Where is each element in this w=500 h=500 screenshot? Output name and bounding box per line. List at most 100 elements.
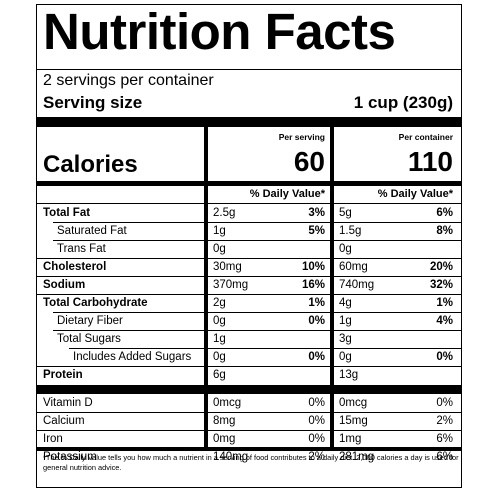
container-daily-value: 8%: [436, 225, 453, 237]
title-divider: [37, 69, 461, 70]
nutrient-row: Trans Fat 0g 0g: [37, 241, 461, 259]
nutrient-name: Vitamin D: [43, 397, 93, 409]
serving-divider-bar: [37, 117, 461, 127]
nutrient-name: Sodium: [43, 279, 86, 291]
nutrient-name: Includes Added Sugars: [73, 351, 192, 363]
serving-daily-value: 0%: [308, 351, 325, 363]
vitamin-row: Potassium 140mg 2% 281mg 6%: [37, 449, 461, 467]
vitamins-divider-bar: [37, 385, 461, 394]
vitamin-row: Calcium 8mg 0% 15mg 2%: [37, 413, 461, 431]
nutrient-name: Cholesterol: [43, 261, 107, 273]
serving-size-label: Serving size: [43, 93, 143, 112]
serving-amount: 2g: [213, 297, 226, 309]
container-amount: 4g: [339, 297, 352, 309]
row-divider: [37, 412, 461, 413]
label-title: Nutrition Facts: [43, 3, 396, 60]
serving-amount: 0mcg: [213, 397, 242, 409]
servings-per-container: 2 servings per container: [43, 72, 214, 89]
calories-per-container: 110: [407, 146, 453, 177]
row-divider: [37, 294, 461, 295]
row-divider: [37, 276, 461, 277]
serving-amount: 1g: [213, 225, 226, 237]
nutrient-name: Saturated Fat: [57, 225, 127, 237]
nutrient-name: Trans Fat: [57, 243, 106, 255]
nutrient-row: Includes Added Sugars 0g 0% 0g 0%: [37, 349, 461, 367]
serving-amount: 0mg: [213, 433, 236, 445]
nutrient-row: Cholesterol 30mg 10% 60mg 20%: [37, 259, 461, 277]
vitamin-row: Iron 0mg 0% 1mg 6%: [37, 431, 461, 449]
nutrient-name: Potassium: [43, 451, 97, 463]
serving-amount: 140mg: [213, 451, 249, 463]
serving-amount: 2.5g: [213, 207, 236, 219]
container-amount: 1mg: [339, 433, 362, 445]
container-amount: 1.5g: [339, 225, 362, 237]
nutrient-name: Calcium: [43, 415, 85, 427]
serving-amount: 0g: [213, 315, 226, 327]
serving-amount: 1g: [213, 333, 226, 345]
row-divider: [37, 258, 461, 259]
row-divider: [37, 430, 461, 431]
serving-daily-value: 0%: [308, 433, 325, 445]
serving-daily-value: 0%: [308, 315, 325, 327]
serving-size-value: 1 cup (230g): [353, 93, 453, 112]
container-daily-value: 0%: [436, 351, 453, 363]
container-daily-value: 0%: [436, 397, 453, 409]
row-divider: [53, 312, 461, 313]
nutrient-name: Total Carbohydrate: [43, 297, 148, 309]
nutrient-name: Total Fat: [43, 207, 91, 219]
nutrient-name: Dietary Fiber: [57, 315, 123, 327]
container-amount: 1g: [339, 315, 352, 327]
nutrient-row: Total Sugars 1g 3g: [37, 331, 461, 349]
serving-daily-value: 2%: [308, 451, 325, 463]
container-amount: 0g: [339, 243, 352, 255]
nutrition-facts-label: Nutrition Facts 2 servings per container…: [36, 3, 462, 488]
row-divider: [53, 222, 461, 223]
per-serving-column-divider: [204, 127, 208, 447]
nutrient-name: Protein: [43, 369, 83, 381]
container-daily-value: 32%: [429, 279, 453, 291]
vitamin-row: Vitamin D 0mcg 0% 0mcg 0%: [37, 395, 461, 413]
row-divider: [69, 348, 461, 349]
serving-daily-value: 16%: [301, 279, 325, 291]
serving-amount: 0g: [213, 351, 226, 363]
serving-amount: 6g: [213, 369, 226, 381]
serving-daily-value: 5%: [308, 225, 325, 237]
nutrient-name: Total Sugars: [57, 333, 121, 345]
serving-daily-value: 0%: [308, 397, 325, 409]
container-amount: 15mg: [339, 415, 368, 427]
container-daily-value: 1%: [436, 297, 453, 309]
nutrient-row: Total Fat 2.5g 3% 5g 6%: [37, 205, 461, 223]
serving-daily-value: 10%: [301, 261, 325, 273]
container-amount: 0mcg: [339, 397, 368, 409]
serving-daily-value: 1%: [308, 297, 325, 309]
container-amount: 0g: [339, 351, 352, 363]
daily-value-header-serving: % Daily Value*: [249, 188, 325, 200]
calories-per-serving: 60: [293, 146, 325, 177]
row-divider: [37, 203, 461, 204]
serving-amount: 30mg: [213, 261, 242, 273]
container-amount: 13g: [339, 369, 359, 381]
nutrient-row: Saturated Fat 1g 5% 1.5g 8%: [37, 223, 461, 241]
serving-daily-value: 3%: [308, 207, 325, 219]
calories-label: Calories: [43, 151, 138, 178]
serving-amount: 370mg: [213, 279, 249, 291]
row-divider: [53, 330, 461, 331]
per-container-header: Per container: [398, 132, 453, 142]
nutrient-row: Protein 6g 13g: [37, 367, 461, 385]
footnote-divider-bar: [37, 447, 461, 451]
nutrient-name: Iron: [43, 433, 63, 445]
nutrient-row: Sodium 370mg 16% 740mg 32%: [37, 277, 461, 295]
container-amount: 60mg: [339, 261, 368, 273]
container-daily-value: 4%: [436, 315, 453, 327]
serving-daily-value: 0%: [308, 415, 325, 427]
container-amount: 281mg: [339, 451, 375, 463]
container-daily-value: 6%: [436, 451, 453, 463]
calories-divider-bar: [37, 181, 461, 186]
container-amount: 740mg: [339, 279, 375, 291]
container-amount: 3g: [339, 333, 352, 345]
per-container-column-divider: [330, 127, 334, 447]
serving-amount: 0g: [213, 243, 226, 255]
nutrient-row: Total Carbohydrate 2g 1% 4g 1%: [37, 295, 461, 313]
container-amount: 5g: [339, 207, 352, 219]
container-daily-value: 2%: [436, 415, 453, 427]
